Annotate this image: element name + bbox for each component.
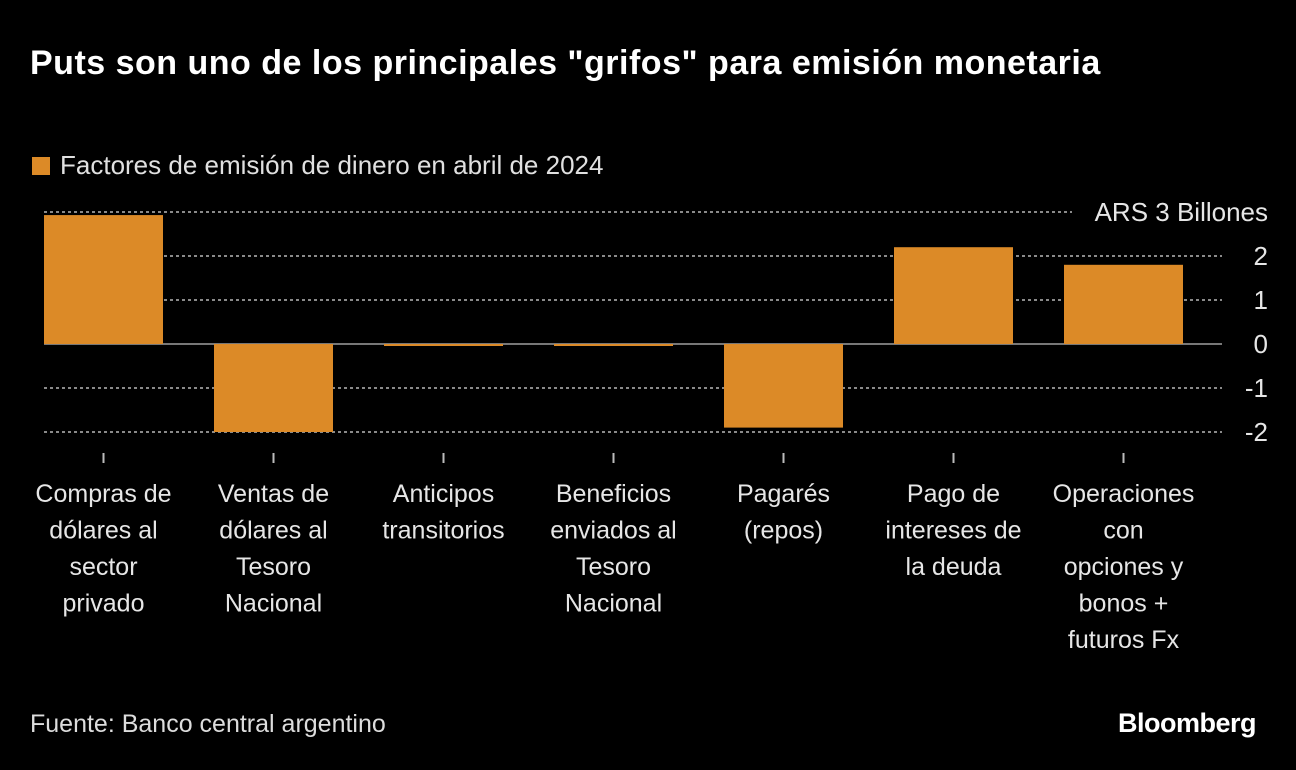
x-category-label: Ventas de dólares al Tesoro Nacional [218,480,329,618]
x-category-line: Beneficios [556,480,671,508]
x-category-line: enviados al [550,517,676,545]
x-category-line: dólares al [49,517,157,545]
y-tick-label: 0 [1254,329,1268,359]
x-category-line: Pago de [907,480,1000,508]
x-category-line: Pagarés [737,480,830,508]
x-category-line: transitorios [382,517,504,545]
y-tick-label: 1 [1254,285,1268,315]
y-tick-label: 2 [1254,241,1268,271]
x-category-label: Pagarés (repos) [737,480,830,545]
bar [44,215,163,344]
x-category-line: Tesoro [236,553,311,581]
x-category-line: Ventas de [218,480,329,508]
x-category-line: bonos + [1079,590,1169,618]
bar [384,344,503,346]
bar [1064,264,1183,344]
x-category-line: intereses de [885,517,1021,545]
x-category-label: Anticipos transitorios [382,480,504,545]
y-tick-label: ARS 3 Billones [1095,197,1268,227]
bloomberg-logo: Bloomberg [1117,708,1257,738]
x-category-line: Operaciones [1053,480,1195,508]
y-tick-label: -1 [1245,373,1268,403]
bar [894,247,1013,344]
x-category-line: sector [69,553,137,581]
x-category-line: con [1103,517,1143,545]
bar [554,344,673,346]
x-category-line: Nacional [225,590,322,618]
x-category-label: Pago de intereses de la deuda [885,480,1021,581]
x-category-line: (repos) [744,517,823,545]
legend: Factores de emisión de dinero en abril d… [32,150,603,181]
x-category-line: Anticipos [393,480,494,508]
legend-swatch [32,156,50,175]
x-category-line: dólares al [219,517,327,545]
x-category-label: Compras de dólares al sector privado [35,480,171,618]
y-tick-label: -2 [1245,417,1268,447]
x-category-line: Nacional [565,590,662,618]
x-category-line: privado [63,590,145,618]
x-category-line: opciones y [1064,553,1184,581]
x-category-line: la deuda [906,553,1002,581]
x-category-line: Compras de [35,480,171,508]
x-category-line: Tesoro [576,553,651,581]
x-category-label: Operaciones con opciones y bonos + futuros F… [1053,480,1195,654]
bar [214,344,333,432]
x-category-line: futuros Fx [1068,626,1180,654]
x-category-label: Beneficios enviados al Tesoro Nacional [550,480,676,618]
source-note: Fuente: Banco central argentino [30,710,386,738]
bar [724,344,843,428]
chart-title: Puts son uno de los principales "grifos"… [30,44,1101,82]
legend-label: Factores de emisión de dinero en abril d… [60,150,604,180]
